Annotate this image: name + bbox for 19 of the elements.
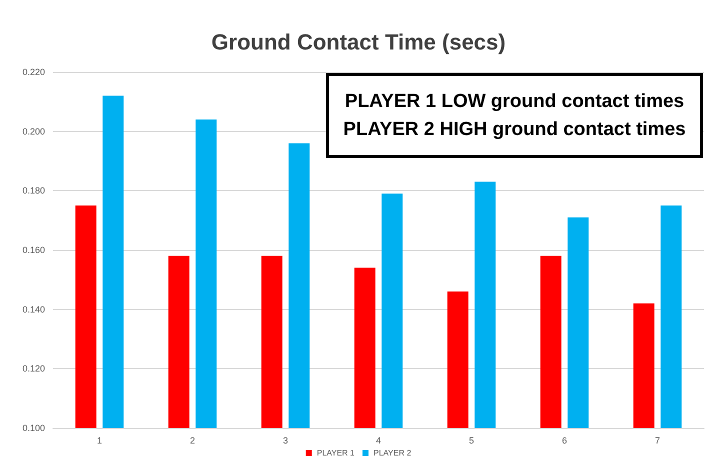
y-tick-label: 0.160 (22, 245, 45, 255)
x-tick-label: 5 (468, 436, 474, 446)
x-tick-label: 1 (96, 436, 102, 446)
y-tick-label: 0.200 (22, 126, 45, 136)
annotation: PLAYER 2 HIGH ground contact times (343, 119, 686, 140)
y-tick-label: 0.140 (22, 304, 45, 314)
legend-label: PLAYER 2 (374, 448, 412, 458)
annotation: PLAYER 1 LOW ground contact times (344, 91, 684, 112)
x-tick-label: 7 (654, 436, 660, 446)
chart-title: Ground Contact Time (secs) (211, 30, 506, 54)
legend-label: PLAYER 1 (316, 448, 356, 458)
x-tick-label: 2 (190, 436, 196, 446)
x-tick-label: 3 (282, 436, 288, 446)
x-tick-label: 4 (376, 436, 382, 446)
y-tick-label: 0.220 (22, 67, 45, 77)
y-tick-label: 0.180 (22, 186, 45, 196)
y-tick-label: 0.120 (22, 364, 45, 374)
x-tick-label: 6 (562, 436, 568, 446)
y-tick-label: 0.100 (22, 423, 45, 433)
